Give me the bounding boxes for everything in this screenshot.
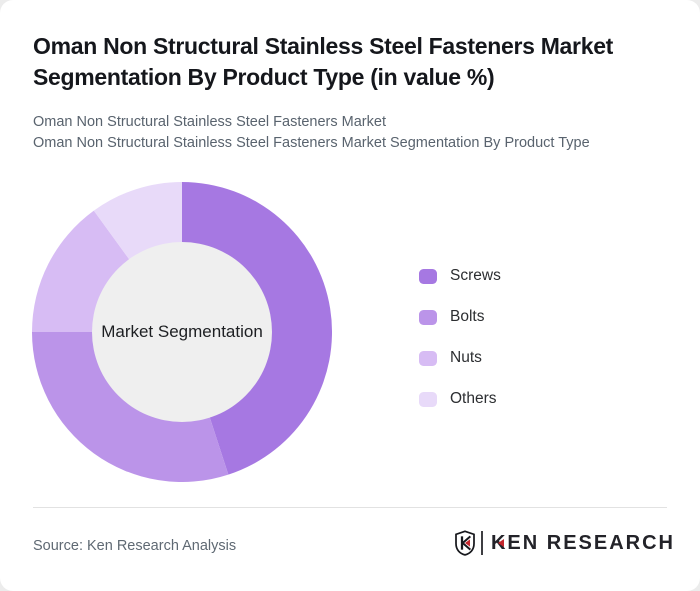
subtitle-line1: Oman Non Structural Stainless Steel Fast…: [33, 114, 386, 130]
footer-divider: [33, 507, 667, 508]
brand-k-accent-icon: [497, 539, 504, 547]
legend-swatch-icon: [419, 350, 437, 366]
legend-item-nuts[interactable]: Nuts: [419, 349, 501, 367]
chart-legend: Screws Bolts Nuts Others: [419, 267, 501, 408]
ken-research-logo: KEN RESEARCH: [455, 528, 675, 558]
page-title: Oman Non Structural Stainless Steel Fast…: [33, 31, 613, 93]
logo-divider-bar: [480, 531, 483, 555]
page-title-line1: Oman Non Structural Stainless Steel Fast…: [33, 33, 614, 59]
legend-swatch-icon: [419, 268, 437, 284]
shield-k-icon: [455, 530, 475, 556]
legend-label: Others: [450, 390, 497, 407]
subtitle-line2: Oman Non Structural Stainless Steel Fast…: [33, 135, 590, 151]
donut-chart: Market Segmentation: [32, 182, 332, 482]
legend-item-others[interactable]: Others: [419, 390, 501, 408]
legend-item-screws[interactable]: Screws: [419, 267, 501, 285]
brand-wordmark: KEN RESEARCH: [491, 532, 675, 555]
legend-item-bolts[interactable]: Bolts: [419, 308, 501, 326]
legend-label: Screws: [450, 267, 501, 284]
page-title-line2: Segmentation By Product Type (in value %…: [33, 64, 495, 90]
legend-swatch-icon: [419, 309, 437, 325]
brand-text: KEN RESEARCH: [490, 531, 675, 554]
legend-swatch-icon: [419, 391, 437, 407]
legend-label: Bolts: [450, 308, 485, 325]
legend-label: Nuts: [450, 349, 482, 366]
source-text: Source: Ken Research Analysis: [33, 538, 237, 554]
chart-subtitles: Oman Non Structural Stainless Steel Fast…: [33, 112, 590, 154]
donut-svg: [32, 182, 332, 482]
donut-hole: [92, 242, 272, 422]
